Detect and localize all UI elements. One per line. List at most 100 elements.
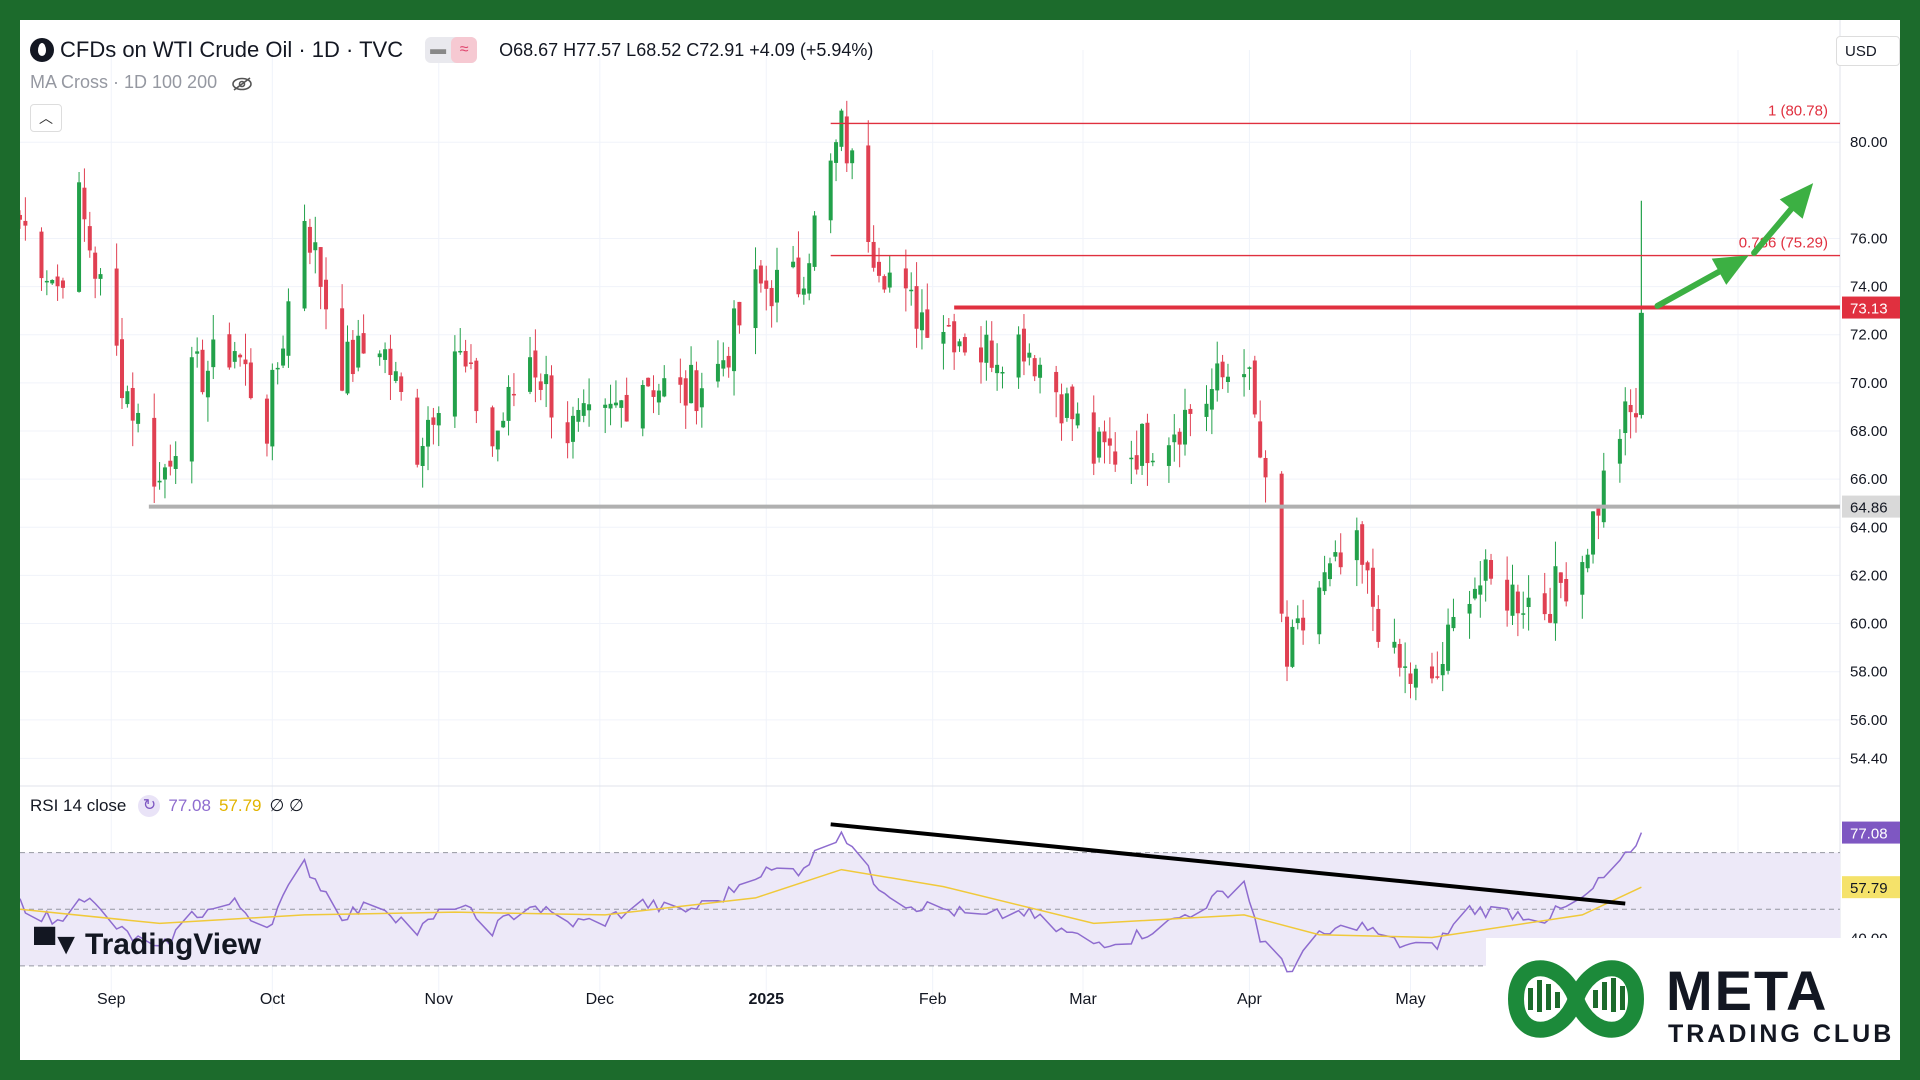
candle-body: [264, 398, 269, 444]
candle-body: [1021, 328, 1026, 362]
candle-body: [646, 377, 651, 387]
candle-body: [834, 142, 839, 163]
y-tick-label: 80.00: [1850, 134, 1888, 151]
price-tag-resistance-bg: [1842, 296, 1900, 319]
ma-cross-label[interactable]: MA Cross · 1D 100 200: [30, 72, 218, 92]
candle-body: [995, 364, 1000, 374]
x-tick-label: Apr: [1237, 991, 1263, 1008]
currency-label: USD: [1845, 43, 1877, 60]
candle-body: [769, 287, 774, 307]
candle-body: [243, 359, 248, 365]
candles-group: [20, 100, 1644, 701]
candle-body: [839, 110, 844, 147]
candle-body: [683, 378, 688, 406]
candle-body: [608, 403, 613, 409]
candle-body: [238, 354, 243, 358]
candle-body: [426, 419, 431, 447]
candle-body: [490, 407, 495, 447]
candle-body: [463, 351, 468, 367]
candle-body: [313, 242, 318, 251]
candle-body: [758, 265, 763, 284]
candle-body: [989, 340, 994, 368]
candle-body: [801, 288, 806, 295]
candle-body: [1338, 552, 1343, 568]
price-chart[interactable]: 1 (80.78) 0.786 (75.29) 80.00 76.00 74.00 72.…: [20, 20, 1900, 1060]
last-candle-body: [1638, 312, 1644, 415]
candle-body: [1016, 334, 1021, 378]
currency-selector[interactable]: USD: [1836, 36, 1900, 66]
indicator-legend: MA Cross · 1D 100 200: [30, 72, 253, 93]
candle-body: [1145, 422, 1150, 464]
candle-body: [737, 301, 742, 326]
candle-body: [345, 341, 350, 394]
eye-hidden-icon[interactable]: [231, 76, 253, 91]
candle-body: [1027, 352, 1032, 358]
candle-body: [565, 422, 570, 444]
candle-body: [130, 387, 135, 421]
chart-style-toggle[interactable]: ▬ ≈: [425, 37, 478, 63]
candle-body: [195, 351, 200, 354]
candle-body: [1242, 374, 1247, 378]
y-tick-label: 66.00: [1850, 471, 1888, 488]
symbol-title[interactable]: CFDs on WTI Crude Oil · 1D · TVC: [60, 37, 404, 62]
candle-body: [1370, 567, 1375, 607]
collapse-legend-button[interactable]: ︿: [30, 104, 62, 132]
candle-body: [1322, 572, 1327, 592]
candle-body: [307, 226, 312, 253]
toggle-wave-icon[interactable]: ≈: [451, 37, 478, 63]
candle-body: [1290, 626, 1295, 667]
candle-body: [436, 413, 441, 426]
candle-body: [699, 388, 704, 408]
refresh-icon[interactable]: ↻: [138, 795, 161, 817]
candle-body: [1403, 666, 1408, 668]
candle-body: [383, 349, 388, 360]
candle-body: [1591, 511, 1596, 555]
ohlc-readout: O68.67 H77.57 L68.52 C72.91 +4.09 (+5.94…: [499, 39, 874, 60]
candle-body: [952, 321, 957, 353]
fib-label-1: 1 (80.78): [1768, 102, 1828, 119]
candle-body: [1548, 613, 1553, 623]
candle-body: [1150, 460, 1155, 463]
candle-body: [946, 324, 951, 327]
candle-body: [361, 333, 366, 354]
y-tick-label: 70.00: [1850, 375, 1888, 392]
rsi-label[interactable]: RSI 14 close: [30, 796, 127, 815]
candle-body: [501, 420, 506, 428]
candle-body: [173, 456, 178, 469]
candle-body: [318, 247, 323, 287]
candle-body: [753, 269, 758, 329]
candle-body: [732, 308, 737, 372]
candle-body: [979, 347, 984, 363]
candle-body: [603, 404, 608, 408]
candle-body: [189, 357, 194, 462]
candle-body: [871, 241, 876, 268]
candle-body: [544, 374, 549, 385]
candle-body: [452, 351, 457, 417]
meta-emblem-icon: [1507, 960, 1645, 1038]
candle-body: [1429, 666, 1434, 679]
y-tick-label: 56.00: [1850, 712, 1888, 729]
projection-arrow-shaft-0: [1654, 268, 1722, 309]
rsi-ma-tag: 57.79: [1850, 880, 1888, 897]
candle-body: [533, 350, 538, 378]
toggle-bar-icon[interactable]: ▬: [430, 41, 447, 58]
candle-body: [866, 145, 871, 242]
candle-body: [587, 404, 592, 411]
candle-body: [721, 360, 726, 369]
candle-body: [640, 384, 645, 429]
candle-body: [23, 220, 28, 226]
candle-body: [1188, 408, 1193, 414]
candle-body: [1467, 603, 1472, 614]
candle-body: [1553, 566, 1558, 624]
candle-body: [1623, 401, 1628, 434]
x-tick-label: Sep: [97, 991, 126, 1008]
rsi-trendline: [830, 822, 1626, 906]
candle-body: [651, 390, 656, 397]
candle-body: [431, 417, 436, 425]
candle-body: [791, 261, 796, 268]
candle-body: [656, 390, 661, 403]
candle-body: [302, 220, 307, 309]
candle-body: [957, 341, 962, 347]
candle-body: [1333, 552, 1338, 557]
candle-body: [726, 355, 731, 368]
